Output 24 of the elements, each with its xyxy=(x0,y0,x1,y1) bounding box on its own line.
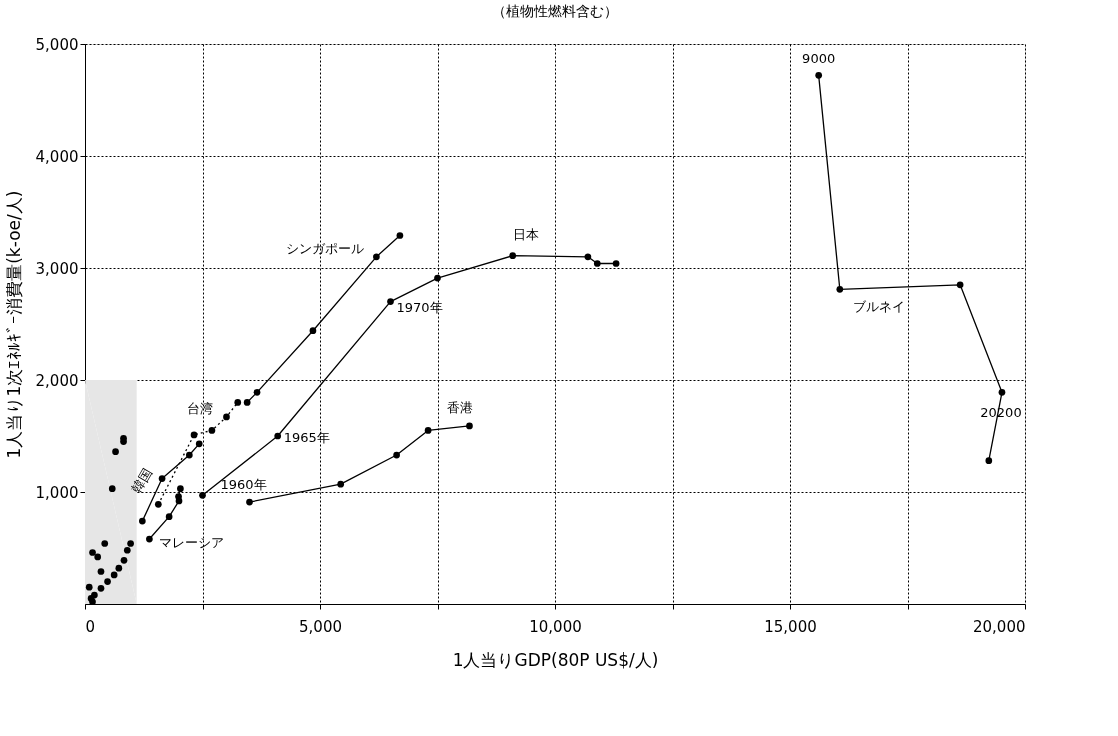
x-axis-title: 1人当りGDP(80P US$/人) xyxy=(452,649,659,670)
annotation: 台湾 xyxy=(187,400,214,416)
y-tick-label: 2,000 xyxy=(35,371,79,390)
y-axis-title: 1人当り1次ｴﾈﾙｷﾞｰ消費量(k-oe/人) xyxy=(3,190,24,459)
x-tick-label: 5,000 xyxy=(299,617,342,636)
x-tick-label: 10,000 xyxy=(529,617,582,636)
annotation: 韓国 xyxy=(128,465,155,496)
y-tick-label: 1,000 xyxy=(35,483,79,502)
y-tick-label: 3,000 xyxy=(35,259,79,278)
x-tick-label: 0 xyxy=(85,617,96,636)
annotation: 1965年 xyxy=(283,430,330,445)
y-tick-label: 4,000 xyxy=(35,147,79,166)
chart-title: （植物性燃料含む） xyxy=(492,3,618,19)
x-tick-label: 15,000 xyxy=(764,617,817,636)
annotation: マレーシア xyxy=(159,535,225,551)
x-tick-label: 20,000 xyxy=(973,617,1026,636)
annotation: 1970年 xyxy=(396,299,443,315)
annotation: 香港 xyxy=(447,399,474,415)
y-tick-label: 5,000 xyxy=(35,35,79,54)
annotation: シンガポール xyxy=(286,240,365,256)
annotation: 日本 xyxy=(512,226,539,242)
annotation: 9000 xyxy=(802,51,836,67)
annotation: ブルネイ xyxy=(852,299,905,315)
annotation: 1960年 xyxy=(220,477,267,493)
